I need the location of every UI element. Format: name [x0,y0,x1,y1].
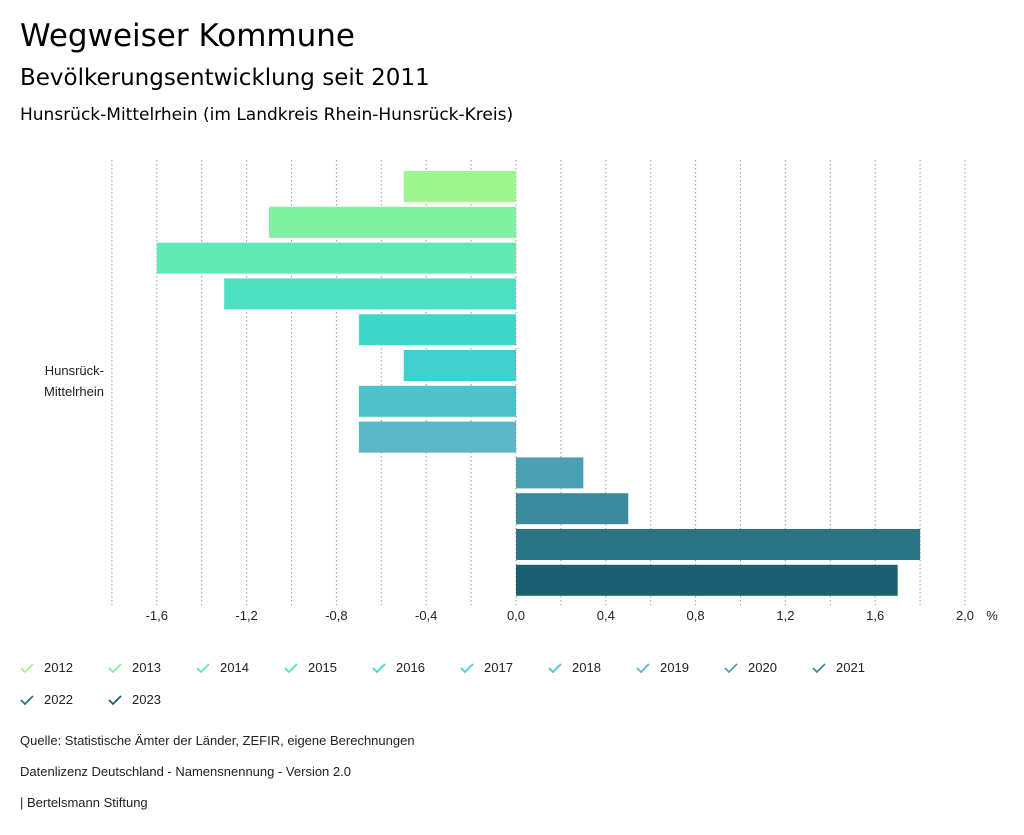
legend-item-2018[interactable]: 2018 [548,660,601,675]
check-icon [284,662,298,673]
x-tick-label: -0,4 [415,608,437,623]
legend-label: 2018 [572,660,601,675]
region-title: Hunsrück-Mittelrhein (im Landkreis Rhein… [20,105,514,125]
x-axis-ticks: -1,6 -1,2 -0,8 -0,4 0,0 0,4 0,8 1,2 1,6 2,0% [146,608,999,623]
legend-label: 2016 [396,660,425,675]
legend-label: 2021 [836,660,865,675]
check-icon [812,662,826,673]
legend-item-2023[interactable]: 2023 [108,692,161,707]
bar-2023[interactable] [516,564,898,596]
legend-label: 2013 [132,660,161,675]
legend-label: 2015 [308,660,337,675]
category-label: Hunsrück- Mittelrhein [20,360,104,402]
check-icon [20,694,34,705]
legend-label: 2022 [44,692,73,707]
bar-2015[interactable] [224,278,516,310]
x-tick-label: 1,2 [776,608,794,623]
x-tick-label: 2,0 [956,608,974,623]
check-icon [108,694,122,705]
check-icon [636,662,650,673]
x-tick-label: -1,6 [146,608,168,623]
bar-series [156,171,921,596]
page-title: Wegweiser Kommune [20,18,355,54]
legend-label: 2019 [660,660,689,675]
check-icon [108,662,122,673]
legend-item-2022[interactable]: 2022 [20,692,73,707]
bar-2018[interactable] [358,385,516,417]
check-icon [460,662,474,673]
license-note: Datenlizenz Deutschland - Namensnennung … [20,764,351,779]
bar-2022[interactable] [516,529,921,560]
bar-2019[interactable] [358,421,516,453]
bar-2012[interactable] [403,171,516,202]
legend-item-2015[interactable]: 2015 [284,660,337,675]
x-tick-label: 0,0 [507,608,525,623]
check-icon [372,662,386,673]
x-tick-label: 0,8 [687,608,705,623]
bar-2021[interactable] [516,493,629,525]
legend-item-2012[interactable]: 2012 [20,660,73,675]
legend-item-2017[interactable]: 2017 [460,660,513,675]
x-tick-label: 1,6 [866,608,884,623]
check-icon [196,662,210,673]
legend-label: 2023 [132,692,161,707]
legend-item-2019[interactable]: 2019 [636,660,689,675]
x-tick-label: -1,2 [235,608,257,623]
legend-label: 2020 [748,660,777,675]
legend-label: 2017 [484,660,513,675]
bar-chart: -1,6 -1,2 -0,8 -0,4 0,0 0,4 0,8 1,2 1,6 2,0% [111,160,999,623]
x-axis-unit: % [986,608,998,623]
x-tick-label: -0,8 [325,608,347,623]
legend-label: 2012 [44,660,73,675]
source-note: Quelle: Statistische Ämter der Länder, Z… [20,733,415,748]
bar-2017[interactable] [403,350,516,381]
bar-2016[interactable] [358,314,516,346]
bar-2013[interactable] [269,206,516,238]
check-icon [724,662,738,673]
x-tick-label: 0,4 [597,608,615,623]
check-icon [548,662,562,673]
legend-item-2020[interactable]: 2020 [724,660,777,675]
category-label-line-2: Mittelrhein [44,384,104,399]
legend-item-2016[interactable]: 2016 [372,660,425,675]
chart-subtitle: Bevölkerungsentwicklung seit 2011 [20,65,430,91]
bar-2014[interactable] [156,242,517,274]
legend-item-2013[interactable]: 2013 [108,660,161,675]
legend-item-2014[interactable]: 2014 [196,660,249,675]
credit-note: | Bertelsmann Stiftung [20,795,148,810]
legend-label: 2014 [220,660,249,675]
legend-item-2021[interactable]: 2021 [812,660,865,675]
bar-2020[interactable] [516,457,584,489]
check-icon [20,662,34,673]
category-label-line-1: Hunsrück- [44,363,104,378]
